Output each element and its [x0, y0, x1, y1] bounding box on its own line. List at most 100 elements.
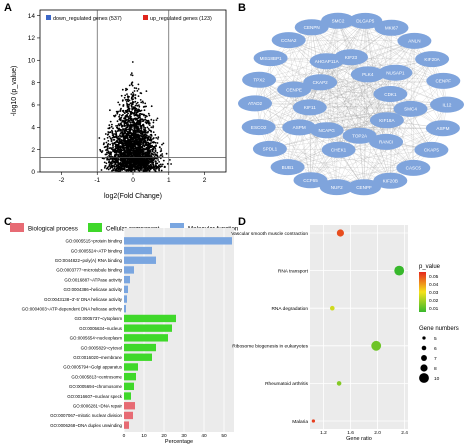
volcano-point [119, 145, 122, 148]
volcano-point [139, 121, 142, 123]
volcano-point [137, 110, 140, 113]
volcano-point [144, 159, 147, 162]
volcano-point [127, 123, 129, 126]
volcano-point [139, 125, 142, 128]
volcano-point [113, 164, 116, 166]
volcano-point [123, 123, 126, 125]
volcano-point [156, 166, 159, 168]
volcano-point [139, 92, 142, 94]
volcano-point [108, 131, 111, 134]
volcano-point [130, 104, 133, 107]
volcano-point [120, 151, 122, 154]
go-bar [124, 392, 131, 400]
volcano-point [127, 139, 130, 141]
volcano-point [138, 140, 141, 143]
volcano-point [122, 151, 125, 154]
volcano-point [141, 100, 144, 103]
volcano-point [148, 129, 151, 132]
volcano-point [125, 166, 128, 169]
volcano-point [127, 147, 130, 150]
volcano-point [151, 166, 153, 169]
go-bar [124, 334, 168, 342]
volcano-point [147, 147, 149, 150]
volcano-point [128, 84, 131, 87]
volcano-point [154, 160, 157, 163]
volcano-point [132, 112, 135, 115]
volcano-point [121, 167, 124, 170]
go-bar [124, 421, 129, 429]
volcano-point [142, 119, 145, 122]
go-xtick: 10 [141, 433, 147, 439]
go-term-label: GO:0005813~centrosome [71, 374, 122, 379]
volcano-point [113, 136, 116, 139]
go-xtick: 40 [201, 433, 207, 439]
volcano-ytick: 12 [28, 35, 36, 42]
kegg-pathway-label: Rheumatoid arthritis [265, 381, 309, 387]
kegg-xtick: 2.4 [401, 430, 408, 436]
kegg-xtick: 2.0 [374, 430, 381, 436]
volcano-point [134, 94, 137, 96]
volcano-point [150, 155, 153, 157]
volcano-point [169, 159, 171, 161]
volcano-point [140, 118, 143, 121]
volcano-point [128, 103, 131, 106]
volcano-xtick: 0 [131, 177, 135, 184]
volcano-point [140, 101, 143, 104]
go-bar [124, 353, 152, 361]
volcano-point [116, 167, 119, 170]
volcano-point [119, 129, 122, 132]
volcano-point [127, 128, 129, 131]
volcano-point [134, 145, 137, 148]
volcano-point [151, 150, 154, 153]
volcano-point [109, 143, 111, 146]
volcano-point [149, 138, 152, 141]
volcano-point [144, 167, 147, 170]
volcano-point [136, 118, 138, 121]
volcano-point [152, 137, 155, 140]
volcano-legend-down: down_regulated genes (537) [53, 16, 122, 22]
volcano-point [154, 134, 157, 136]
volcano-point [118, 103, 121, 106]
volcano-point [130, 148, 133, 151]
volcano-point [154, 150, 157, 153]
volcano-point [137, 152, 140, 155]
volcano-point [113, 142, 115, 145]
size-legend-label: 5 [434, 336, 437, 342]
volcano-point [124, 116, 126, 119]
volcano-point [110, 140, 113, 143]
kegg-pathway-label: RNA degradation [271, 306, 308, 312]
volcano-point [121, 146, 123, 149]
volcano-point [146, 159, 149, 162]
volcano-point [143, 105, 146, 108]
volcano-ylabel: -log10 (p_value) [11, 66, 18, 117]
volcano-point [131, 95, 134, 98]
volcano-point [160, 169, 163, 172]
volcano-point [132, 98, 135, 100]
volcano-point [108, 124, 111, 127]
volcano-point [107, 143, 110, 145]
volcano-point [139, 141, 142, 143]
volcano-point [142, 144, 145, 147]
volcano-point [135, 160, 138, 163]
volcano-point [146, 149, 149, 152]
volcano-point [155, 137, 158, 139]
volcano-point [131, 84, 134, 87]
volcano-point [138, 166, 141, 169]
volcano-point [162, 142, 165, 145]
volcano-point [128, 151, 131, 154]
volcano-point [115, 158, 118, 160]
volcano-point [139, 147, 142, 149]
go-term-label: GO:0005654~nucleoplasm [70, 336, 123, 341]
volcano-point [112, 144, 114, 146]
volcano-ytick: 10 [28, 57, 36, 64]
volcano-point [128, 95, 130, 98]
volcano-point [121, 163, 123, 166]
volcano-point [161, 143, 163, 146]
volcano-point [129, 117, 132, 120]
volcano-point [108, 147, 111, 150]
volcano-point [161, 165, 163, 168]
go-bar [124, 402, 135, 410]
volcano-point [151, 144, 153, 147]
go-term-label: GO:0005634~nucleus [79, 326, 123, 331]
kegg-point [330, 305, 335, 311]
